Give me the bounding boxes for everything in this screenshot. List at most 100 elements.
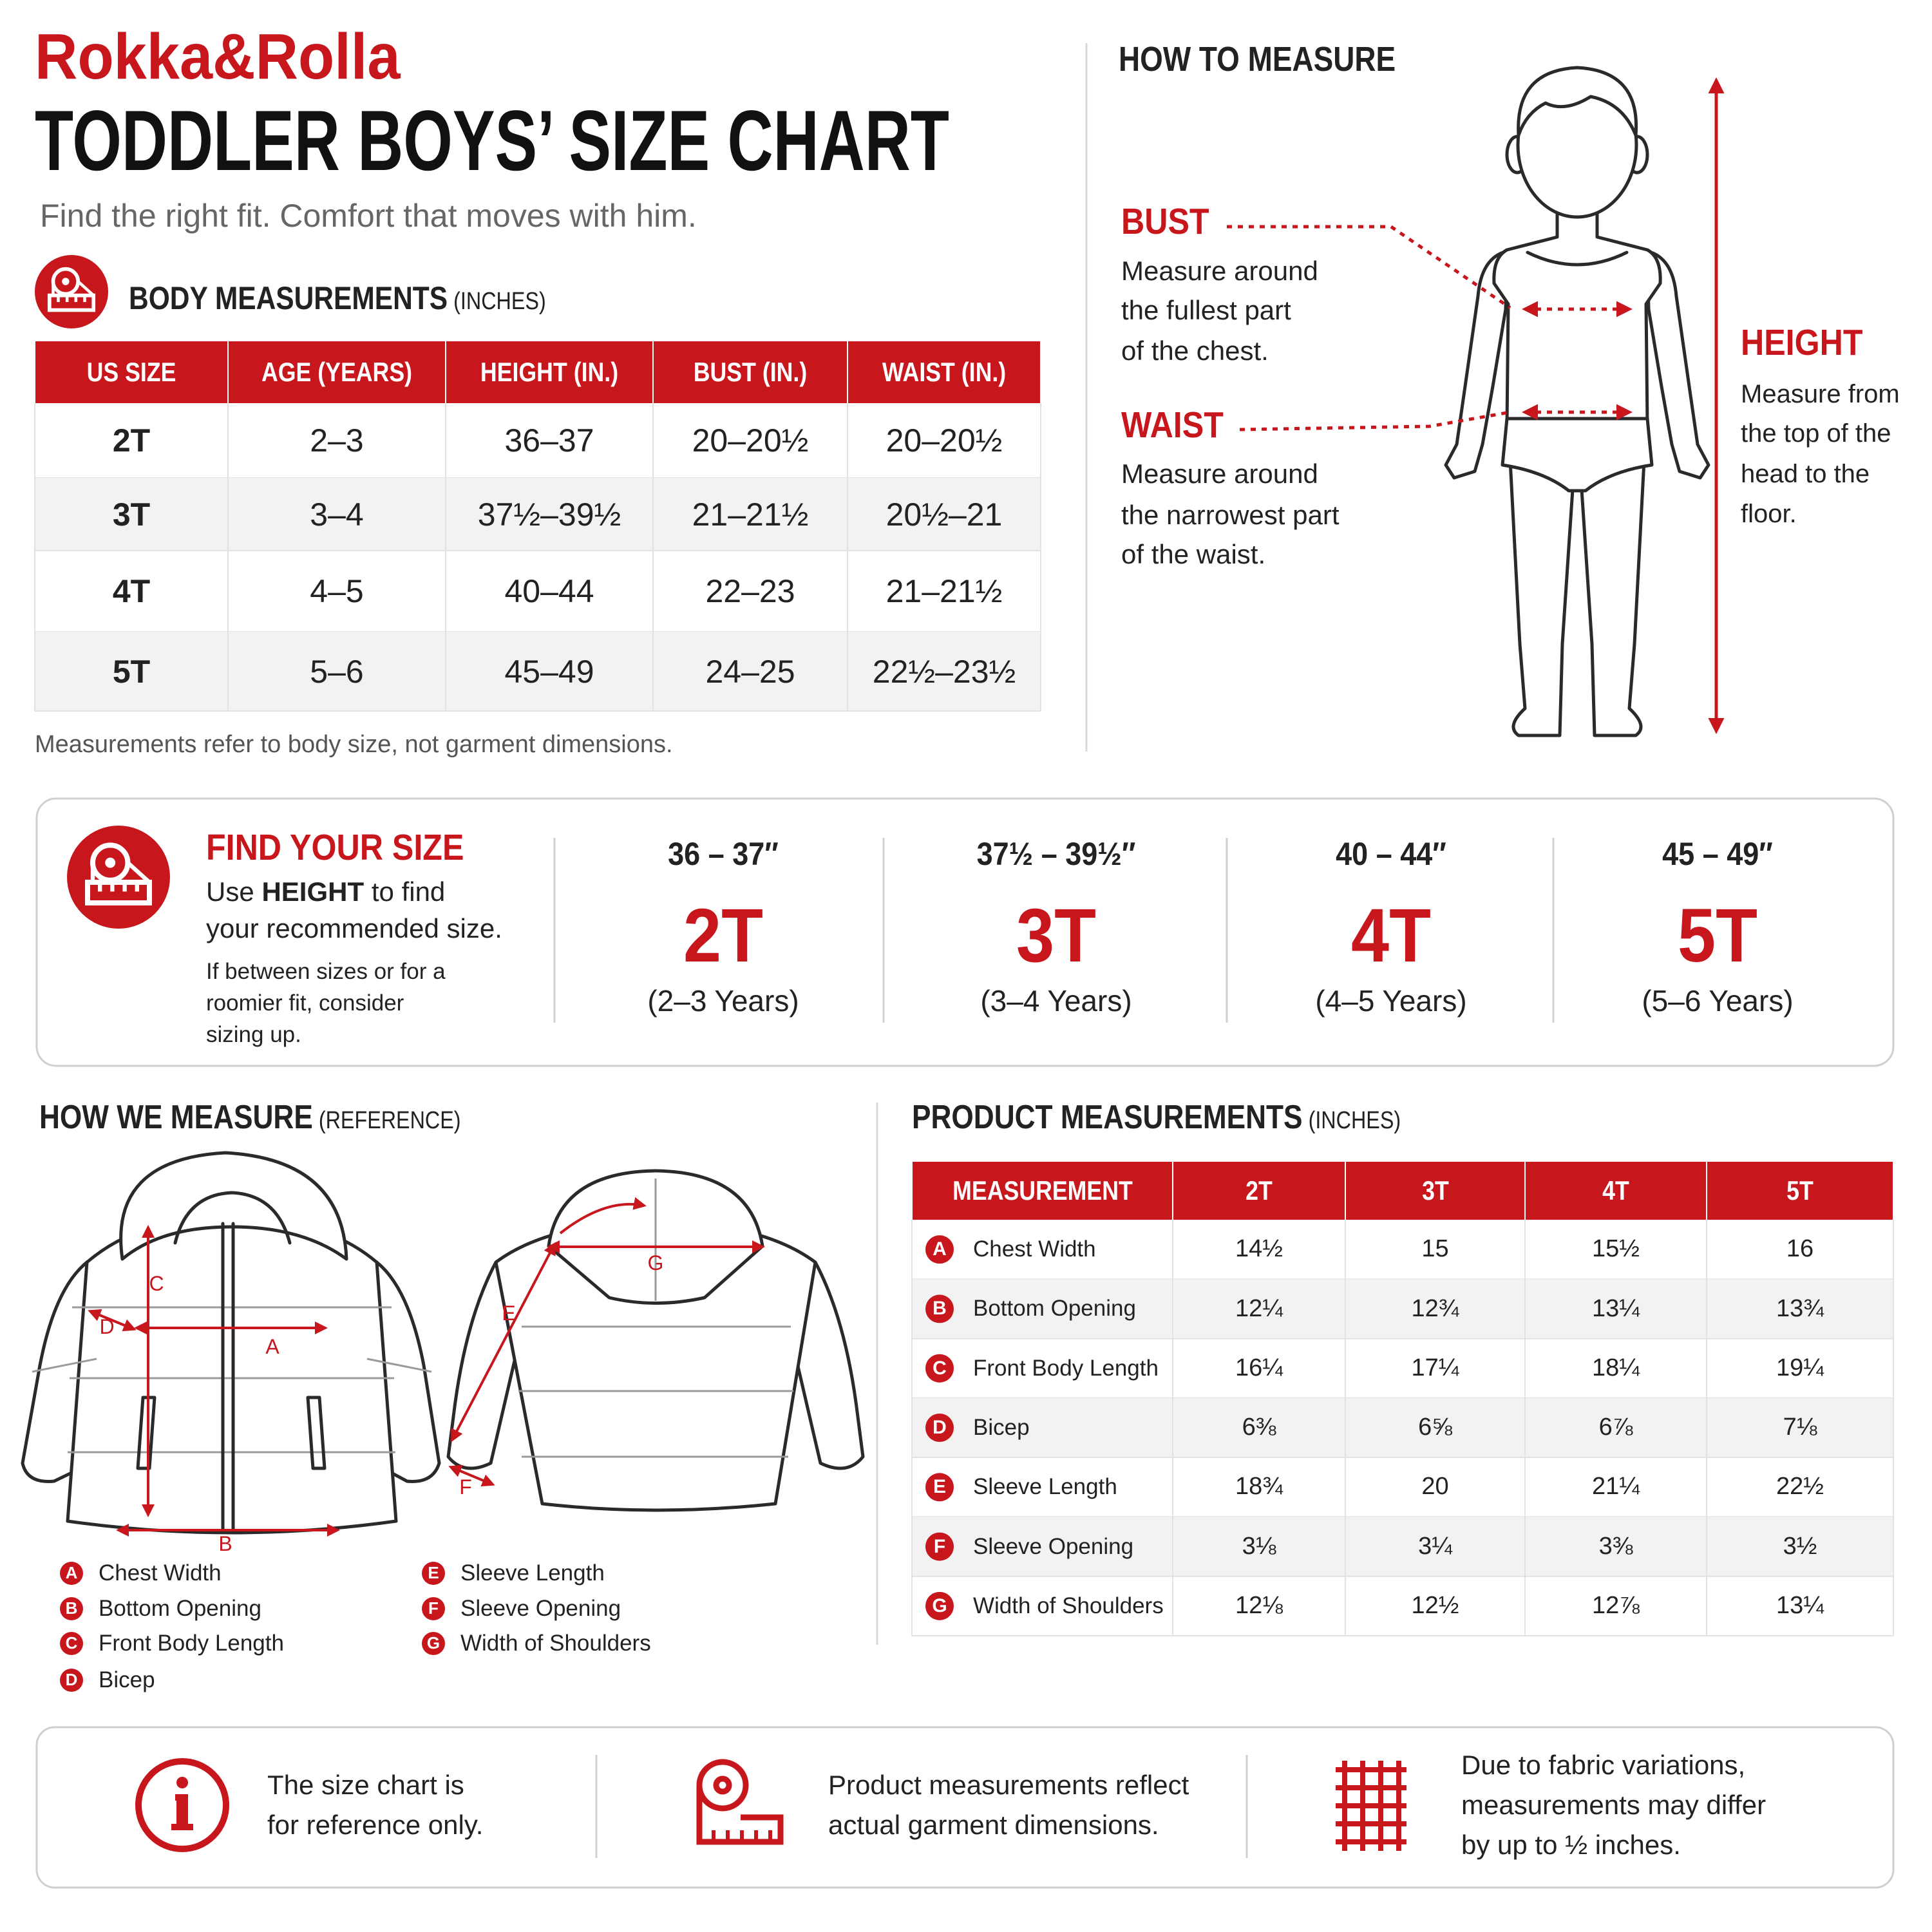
row-name-part: Sleeve Length	[973, 1474, 1117, 1500]
legend-label: Width of Shoulders	[460, 1630, 651, 1657]
size-age-part: (4–5 Years)	[1315, 984, 1467, 1018]
letter-badge	[422, 1597, 445, 1620]
row-letter: C	[933, 1357, 947, 1380]
letter-badge	[60, 1562, 83, 1585]
size-code-part: 3T	[1016, 893, 1096, 979]
letter-badge	[925, 1235, 954, 1264]
letter-badge	[925, 1591, 954, 1620]
table-header-bg	[35, 341, 1041, 403]
row-name: Width of Shoulders	[973, 1593, 1164, 1620]
size-height: 40 – 44″	[1336, 835, 1446, 873]
icon-roll-core	[713, 1776, 732, 1795]
size-age-part: (3–4 Years)	[980, 984, 1132, 1018]
measure-text: Measure around	[1121, 458, 1318, 490]
table-cell-part: 3–4	[310, 496, 364, 533]
footer-text: Product measurements reflect	[828, 1769, 1189, 1801]
footer-text-part: by up to ½ inches.	[1461, 1829, 1681, 1860]
row-letter: E	[933, 1475, 946, 1499]
legend-letter-part: E	[428, 1563, 439, 1583]
row-bg	[35, 632, 1041, 711]
tape-icon	[35, 255, 108, 328]
measure-text-part: of the chest.	[1121, 335, 1269, 366]
measure-e	[451, 1242, 556, 1443]
icon-ruler	[696, 1785, 784, 1845]
tip-part: If between sizes or for a	[206, 959, 446, 984]
table-header: WAIST (IN.)	[882, 356, 1006, 388]
table-cell: 21–21½	[886, 572, 1003, 611]
section-title-part: HOW TO MEASURE	[1119, 39, 1396, 79]
legend-letter-part: G	[426, 1633, 440, 1653]
size-height: 45 – 49″	[1662, 835, 1773, 873]
table-cell: 2–3	[310, 421, 363, 460]
table-header-part: 4T	[1602, 1175, 1629, 1206]
row-bg	[912, 1397, 1893, 1458]
legend-label: Front Body Length	[99, 1630, 284, 1657]
table-cell-part: 12½	[1411, 1592, 1459, 1620]
table-cell-part: 14½	[1235, 1235, 1283, 1263]
measure-text: of the waist.	[1121, 538, 1265, 571]
table-cell-part: 3⅜	[1598, 1532, 1633, 1560]
tape-icon	[67, 826, 170, 929]
measure-text-part: Measure around	[1121, 255, 1318, 286]
measure-text: the narrowest part	[1121, 499, 1340, 531]
diagram-letter-part: D	[99, 1314, 115, 1338]
measure-text-part: head to the	[1741, 460, 1870, 488]
row-bg	[35, 478, 1041, 551]
table-cell: 3¼	[1418, 1532, 1452, 1562]
instruction: Use HEIGHT to find	[206, 876, 445, 908]
table-cell: 16¼	[1235, 1354, 1283, 1383]
table-cell-part: 40–44	[504, 573, 594, 609]
table-cell-part: 20–20½	[692, 422, 809, 459]
table-cell: 20–20½	[886, 421, 1003, 460]
row-name: Sleeve Opening	[973, 1533, 1133, 1560]
table-cell-part: 6⅝	[1418, 1414, 1452, 1441]
section-title-part: (INCHES)	[1308, 1106, 1401, 1134]
size-height-part: 36 – 37″	[668, 836, 779, 872]
table-cell-part: 2–3	[310, 422, 364, 459]
size-dividers	[553, 838, 1555, 1023]
tip: If between sizes or for a	[206, 958, 446, 985]
footer-text: for reference only.	[267, 1809, 483, 1841]
row-letter-part: G	[932, 1595, 947, 1616]
table-cell-part: 5T	[112, 653, 151, 690]
icon-dot	[176, 1777, 188, 1788]
instruction-part: your recommended size.	[206, 913, 502, 943]
legend-label: Bottom Opening	[99, 1595, 261, 1622]
table-cell: 3⅛	[1242, 1532, 1276, 1562]
table-cell-part: 19¼	[1776, 1354, 1824, 1381]
table-cell: 15	[1421, 1235, 1448, 1264]
subtitle-part: Find the right fit. Comfort that moves w…	[40, 198, 697, 234]
table-cell-part: 3⅛	[1242, 1532, 1276, 1560]
row-name: Bicep	[973, 1414, 1030, 1441]
row-letter-part: A	[933, 1238, 947, 1260]
table-cell: 4–5	[310, 572, 363, 611]
brand-part: Rokka&Rolla	[35, 21, 401, 93]
table-header-part: MEASUREMENT	[952, 1175, 1133, 1206]
table-cell: 3½	[1783, 1532, 1817, 1562]
table-cell-part: 3¼	[1418, 1532, 1452, 1560]
size-height: 36 – 37″	[668, 835, 779, 873]
table-header: 2T	[1245, 1175, 1273, 1207]
table-cell-part: 24–25	[705, 653, 795, 690]
measure-text-part: the top of the	[1741, 419, 1891, 448]
find-title-part: FIND YOUR SIZE	[206, 826, 464, 868]
size-height-part: 40 – 44″	[1336, 836, 1446, 872]
legend-label-part: Bicep	[99, 1667, 155, 1692]
table-cell-part: 18¾	[1235, 1473, 1283, 1501]
underwear	[1501, 417, 1654, 493]
row-letter: D	[933, 1416, 947, 1439]
section-title: PRODUCT MEASUREMENTS (INCHES)	[912, 1097, 1401, 1137]
instruction-part: Use	[206, 876, 254, 907]
row-letter-part: B	[933, 1298, 947, 1320]
legend-label-part: Front Body Length	[99, 1631, 284, 1656]
legend-label-part: Sleeve Opening	[460, 1596, 621, 1621]
instruction-part: HEIGHT	[261, 876, 365, 907]
measure-label-part: WAIST	[1121, 404, 1224, 446]
table-header: 5T	[1786, 1175, 1814, 1207]
table-cell-part: 12¼	[1235, 1294, 1283, 1322]
diagram-letter: F	[459, 1475, 472, 1499]
measure-text-part: Measure around	[1121, 458, 1318, 489]
legend-label: Chest Width	[99, 1560, 222, 1587]
table-cell: 21–21½	[692, 495, 809, 534]
measure-text-part: of the waist.	[1121, 538, 1266, 569]
